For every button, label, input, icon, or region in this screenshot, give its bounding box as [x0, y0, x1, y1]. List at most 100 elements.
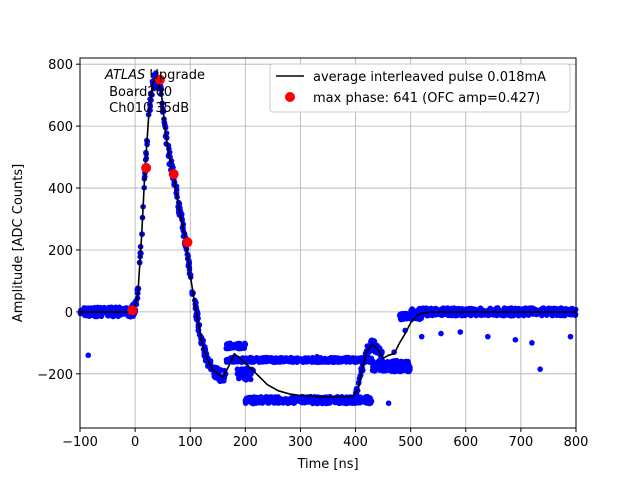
x-tick-label: 700 [508, 435, 533, 450]
sample-outlier [85, 352, 92, 359]
sample-point [276, 359, 283, 365]
average-pulse-line [80, 77, 576, 398]
sample-point [371, 338, 378, 345]
svg-text:ATLAS Upgrade: ATLAS Upgrade [104, 68, 205, 83]
sample-point [288, 355, 295, 361]
sample-point [543, 306, 550, 313]
sample-point [241, 374, 247, 380]
sample-outlier [418, 333, 425, 340]
x-tick-label: −100 [62, 435, 98, 450]
sample-point [566, 310, 573, 316]
sample-outlier [485, 333, 491, 340]
sample-point [467, 312, 473, 318]
sample-point [396, 367, 402, 374]
y-axis: −200 0 200 400 600 800 [37, 58, 80, 383]
sample-point [350, 396, 357, 403]
x-tick-label: 300 [288, 435, 313, 450]
sample-point [151, 72, 157, 78]
sample-point [528, 305, 535, 311]
sample-point [300, 397, 307, 403]
sample-point [267, 355, 274, 362]
sample-point [236, 373, 242, 379]
sample-point [370, 358, 376, 365]
sample-point [476, 312, 483, 318]
sample-point [330, 397, 337, 404]
sample-outlier [438, 330, 444, 337]
x-axis: −100 0 100 200 300 400 500 600 700 800 [62, 428, 588, 450]
legend: average interleaved pulse 0.018mA max ph… [269, 63, 571, 113]
y-tick-label: 0 [65, 306, 73, 321]
sample-point [390, 360, 397, 367]
sample-outlier [537, 366, 543, 372]
y-tick-label: −200 [37, 368, 73, 383]
sample-point [387, 367, 393, 374]
sample-point [93, 312, 99, 319]
sample-point [331, 358, 338, 365]
legend-dot-swatch [285, 92, 295, 102]
sample-point [89, 306, 96, 313]
max-phase-points [127, 74, 193, 316]
sample-point [557, 312, 563, 319]
x-tick-label: 800 [564, 435, 589, 450]
sample-outlier [314, 353, 320, 360]
y-axis-label: Amplitude [ADC Counts] [11, 164, 26, 322]
sample-point [412, 309, 419, 316]
sample-point [549, 305, 555, 312]
annotation-upgrade: Upgrade [145, 68, 205, 83]
sample-point [244, 397, 251, 404]
sample-point [86, 313, 93, 319]
sample-point [504, 306, 511, 312]
sample-point [346, 357, 352, 363]
annotation-atlas: ATLAS [104, 68, 145, 83]
max-phase-point [154, 74, 165, 85]
atlas-annotation: ATLAS Upgrade Board200 Ch010 35dB [104, 68, 205, 116]
sample-point [279, 398, 285, 405]
sample-point [226, 342, 233, 349]
sample-point [321, 355, 328, 362]
sample-point [315, 358, 322, 364]
sample-point [432, 305, 439, 312]
average-pulse-path [80, 77, 576, 398]
x-axis-label: Time [ns] [296, 457, 358, 472]
x-tick-label: 400 [343, 435, 368, 450]
legend-entry-max-phase: max phase: 641 (OFC amp=0.427) [313, 91, 540, 106]
sample-point [362, 396, 369, 402]
sample-point [242, 355, 249, 362]
sample-point [339, 400, 345, 406]
sample-point [559, 306, 566, 313]
sample-point [400, 310, 407, 317]
legend-entry-average: average interleaved pulse 0.018mA [313, 70, 546, 85]
sample-point [378, 367, 385, 373]
x-tick-label: 500 [398, 435, 423, 450]
sample-point [221, 374, 228, 380]
sample-point [241, 345, 247, 352]
y-tick-label: 800 [48, 58, 73, 73]
max-phase-point [168, 169, 179, 180]
sample-point [302, 355, 308, 362]
sample-point [402, 360, 408, 366]
sample-point [323, 400, 330, 407]
x-tick-label: 100 [178, 435, 203, 450]
x-tick-label: 200 [233, 435, 258, 450]
sample-outlier [529, 340, 535, 346]
y-tick-label: 600 [48, 120, 73, 135]
sample-point [380, 361, 387, 367]
sample-outlier [385, 400, 392, 407]
sample-point [252, 358, 258, 364]
sample-point [384, 361, 391, 368]
sample-point [294, 397, 301, 403]
sample-point [234, 357, 240, 363]
sample-point [403, 315, 410, 322]
sample-point [352, 355, 359, 362]
plot-frame [79, 57, 577, 429]
y-tick-label: 200 [48, 244, 73, 259]
annotation-channel: Ch010 35dB [105, 101, 189, 116]
sample-point [251, 399, 258, 406]
sample-point [448, 312, 455, 319]
sample-point [268, 395, 275, 401]
sample-point [441, 305, 447, 312]
sample-point [429, 312, 436, 319]
annotation-board: Board200 [105, 85, 172, 100]
max-phase-point [182, 237, 193, 248]
